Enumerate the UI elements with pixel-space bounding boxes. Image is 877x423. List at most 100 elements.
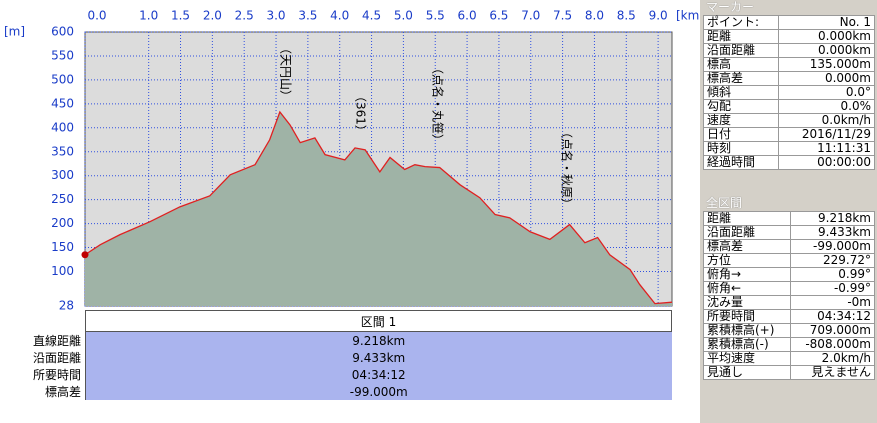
info-row: 標高 135.000m (703, 57, 876, 72)
info-value: -0.99° (789, 281, 876, 296)
marker-point (81, 251, 89, 259)
section-table: 区間 1 直線距離 9.218km 沿面距離 9.433km 所要時間 04:34:12 標高… (0, 310, 672, 400)
peak-label: （361） (354, 90, 368, 137)
info-value: 0.0km/h (777, 113, 876, 128)
info-label: 沿面距離 (703, 225, 791, 240)
y-tick-label: 350 (51, 144, 74, 158)
info-label: 経過時間 (703, 155, 779, 170)
x-tick-label: 5.5 (426, 9, 445, 23)
section-row: 所要時間 04:34:12 (0, 366, 672, 383)
section-row: 沿面距離 9.433km (0, 349, 672, 366)
info-label: 距離 (703, 29, 779, 44)
section-row: 直線距離 9.218km (0, 331, 672, 349)
row-value: 9.218km (85, 331, 672, 349)
y-tick-label: 150 (51, 240, 74, 254)
info-value: -99.000m (789, 239, 876, 254)
info-label: 俯角← (703, 281, 791, 296)
info-row: 俯角← -0.99° (703, 281, 876, 296)
info-label: 所要時間 (703, 309, 791, 324)
x-tick-label: 6.0 (458, 9, 477, 23)
header-row: 区間 1 (0, 310, 672, 332)
y-tick-label: 400 (51, 120, 74, 134)
info-row: 速度 0.0km/h (703, 113, 876, 128)
info-label: 標高差 (703, 239, 791, 254)
info-label: 時刻 (703, 141, 779, 156)
info-row: 標高差 0.000m (703, 71, 876, 86)
info-row: 累積標高(+) 709.000m (703, 323, 876, 338)
x-tick-label: 0.0 (87, 9, 106, 23)
info-label: 俯角→ (703, 267, 791, 282)
info-label: 標高差 (703, 71, 779, 86)
info-value: 0.000m (777, 71, 876, 86)
peak-label: （点名・丸笹） (431, 62, 446, 146)
info-row: 累積標高(-) -808.000m (703, 337, 876, 352)
info-value: 0.000km (777, 43, 876, 58)
info-value: 0.000km (777, 29, 876, 44)
info-value: 9.433km (789, 225, 876, 240)
info-label: 沈み量 (703, 295, 791, 310)
x-tick-label: 4.5 (362, 9, 381, 23)
info-value: -0m (789, 295, 876, 310)
info-value: 04:34:12 (789, 309, 876, 324)
info-row: 距離 9.218km (703, 211, 876, 226)
info-label: 沿面距離 (703, 43, 779, 58)
info-row: 沿面距離 9.433km (703, 225, 876, 240)
info-row: 距離 0.000km (703, 29, 876, 44)
info-row: 所要時間 04:34:12 (703, 309, 876, 324)
row-value: 9.433km (85, 349, 672, 366)
info-value: -808.000m (789, 337, 876, 352)
info-label: 平均速度 (703, 351, 791, 366)
info-label: 見通し (703, 365, 791, 380)
x-tick-label: 2.0 (203, 9, 222, 23)
y-unit: [m] (4, 25, 25, 39)
info-value: 11:11:31 (777, 141, 876, 156)
info-row: 平均速度 2.0km/h (703, 351, 876, 366)
x-tick-label: 4.0 (330, 9, 349, 23)
y-tick-label: 300 (51, 168, 74, 182)
y-tick-label: 450 (51, 96, 74, 110)
y-tick-label: 500 (51, 72, 74, 86)
row-label: 直線距離 (0, 331, 86, 349)
info-value: 00:00:00 (777, 155, 876, 170)
panel-title: 全区間 (703, 196, 875, 211)
info-label: 標高 (703, 57, 779, 72)
info-label: ポイント: (703, 15, 779, 30)
x-tick-label: 2.5 (235, 9, 254, 23)
info-value: 229.72° (789, 253, 876, 268)
blank (0, 310, 86, 332)
row-label: 所要時間 (0, 366, 86, 383)
peak-label: （点名・秋原） (560, 126, 575, 210)
info-row: 経過時間 00:00:00 (703, 155, 876, 170)
info-row: 勾配 0.0% (703, 99, 876, 114)
y-tick-label: 200 (51, 216, 74, 230)
x-unit: [km] (676, 9, 700, 23)
info-row: ポイント: No. 1 (703, 15, 876, 30)
y-tick-label: 600 (51, 25, 74, 39)
info-row: 時刻 11:11:31 (703, 141, 876, 156)
x-tick-label: 3.0 (266, 9, 285, 23)
info-value: 2016/11/29 (777, 127, 876, 142)
x-tick-label: 8.0 (585, 9, 604, 23)
section-row: 標高差 -99.000m (0, 383, 672, 400)
info-row: 見通し 見えません (703, 365, 876, 380)
area-fill (85, 111, 672, 306)
marker-table: ポイント: No. 1 距離 0.000km 沿面距離 0.000km 標高 135.000m… (703, 15, 876, 170)
info-label: 速度 (703, 113, 779, 128)
y-tick-label: 28 (59, 299, 74, 311)
row-label: 標高差 (0, 383, 86, 400)
summary-table: 距離 9.218km 沿面距離 9.433km 標高差 -99.000m 方位 229.72°… (703, 211, 876, 380)
profile-pane: [m] [km] 28 100 150 200 250 300 350 400 450 500 55… (0, 0, 704, 423)
x-tick-label: 9.0 (649, 9, 668, 23)
x-tick-label: 7.0 (521, 9, 540, 23)
info-value: 135.000m (777, 57, 876, 72)
row-label: 沿面距離 (0, 349, 86, 366)
x-tick-label: 6.5 (489, 9, 508, 23)
info-value: No. 1 (777, 15, 876, 30)
row-value: -99.000m (85, 383, 672, 400)
summary-panel: 全区間 距離 9.218km 沿面距離 9.433km 標高差 -99.000m 方位 229… (703, 196, 876, 380)
section-title: 区間 1 (85, 310, 672, 332)
info-value: 9.218km (789, 211, 876, 226)
info-value: 709.000m (789, 323, 876, 338)
x-tick-label: 3.5 (298, 9, 317, 23)
